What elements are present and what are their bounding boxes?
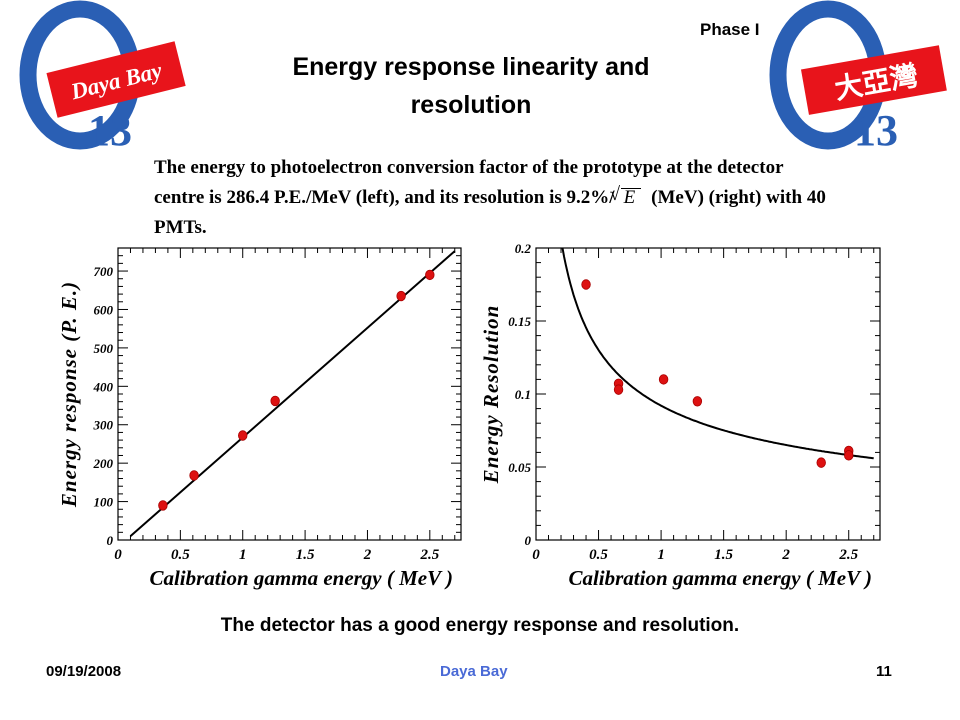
y-tick-label: 600 bbox=[94, 302, 114, 317]
y-tick-label: 100 bbox=[94, 495, 114, 510]
data-point bbox=[692, 396, 703, 407]
x-axis-label: Calibration gamma energy ( MeV ) bbox=[149, 566, 453, 590]
logo-right-13: 13 bbox=[854, 106, 898, 150]
y-axis-label: Energy response (P. E.) bbox=[57, 281, 81, 508]
fit-line bbox=[129, 250, 456, 537]
data-point bbox=[189, 470, 199, 481]
title-line-2: resolution bbox=[410, 91, 532, 119]
description: The energy to photoelectron conversion f… bbox=[154, 153, 834, 243]
y-tick-label: 0.1 bbox=[515, 387, 531, 402]
conclusion-text: The detector has a good energy response … bbox=[220, 615, 740, 636]
description-part2: (MeV) (right) with 40 PMTs. bbox=[154, 187, 826, 238]
x-tick-label: 1 bbox=[657, 547, 665, 563]
footer-center: Daya Bay bbox=[440, 663, 508, 680]
footer-date: 09/19/2008 bbox=[46, 663, 122, 680]
x-tick-label: 1.5 bbox=[714, 547, 733, 563]
x-tick-label: 2.5 bbox=[419, 547, 439, 563]
daya-bay-logo-left: Daya Bay 13 bbox=[19, 0, 186, 150]
y-tick-label: 0.15 bbox=[508, 314, 531, 329]
title-line-1: Energy response linearity and bbox=[292, 53, 650, 81]
y-tick-label: 300 bbox=[93, 418, 114, 433]
x-tick-label: 2 bbox=[781, 547, 790, 563]
x-tick-label: 0.5 bbox=[589, 547, 608, 563]
data-point bbox=[816, 457, 826, 468]
daya-bay-logo-right: 大亞灣 13 bbox=[769, 0, 947, 150]
data-point bbox=[158, 500, 168, 511]
y-tick-label: 400 bbox=[93, 379, 114, 394]
y-tick-label: 200 bbox=[93, 456, 114, 471]
x-tick-label: 1.5 bbox=[296, 547, 315, 563]
data-point bbox=[844, 450, 854, 461]
x-tick-label: 1 bbox=[239, 547, 247, 563]
data-point bbox=[270, 395, 280, 407]
slide-title: Energy response linearity and resolution bbox=[232, 48, 710, 124]
y-tick-label: 0 bbox=[107, 533, 114, 548]
plot-frame bbox=[535, 247, 881, 541]
x-tick-label: 2 bbox=[363, 547, 372, 563]
x-tick-label: 0.5 bbox=[171, 547, 190, 563]
fit-curve bbox=[561, 248, 874, 460]
logo-left-13: 13 bbox=[88, 106, 132, 150]
x-tick-label: 0 bbox=[114, 547, 122, 563]
data-point bbox=[425, 269, 435, 281]
energy-resolution-chart: 0 0.5 1 1.5 2 2.5 0 0.05 0.1 0.15 0.2 Calibration g… bbox=[479, 241, 881, 590]
description-part1: The energy to photoelectron conversion f… bbox=[154, 157, 784, 208]
data-point bbox=[658, 374, 669, 385]
y-tick-label: 500 bbox=[94, 341, 114, 356]
data-point bbox=[238, 430, 248, 441]
data-point bbox=[613, 384, 624, 395]
phase-label: Phase I bbox=[700, 20, 760, 39]
y-axis-label: Energy Resolution bbox=[479, 305, 503, 485]
data-point bbox=[396, 290, 406, 302]
x-axis-label: Calibration gamma energy ( MeV ) bbox=[568, 566, 872, 590]
x-tick-label: 0 bbox=[532, 547, 540, 563]
data-point bbox=[581, 279, 591, 290]
y-tick-label: 0.2 bbox=[515, 241, 532, 256]
y-tick-label: 0 bbox=[525, 533, 532, 548]
energy-response-chart: 0 0.5 1 1.5 2 2.5 0 100 200 300 400 500 600 700 Calibr… bbox=[57, 247, 462, 590]
x-tick-label: 2.5 bbox=[838, 547, 858, 563]
sqrt-e-symbol: E bbox=[610, 186, 642, 207]
y-tick-label: 700 bbox=[94, 264, 114, 279]
page-number: 11 bbox=[876, 663, 892, 680]
y-tick-label: 0.05 bbox=[508, 460, 531, 475]
